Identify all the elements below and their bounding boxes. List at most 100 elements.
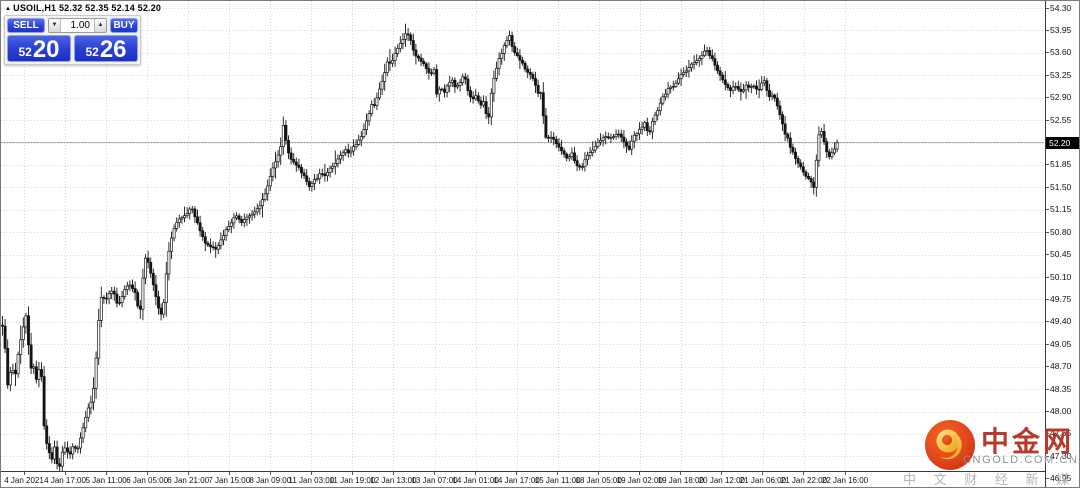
candle — [502, 45, 506, 54]
volume-input[interactable] — [61, 19, 94, 32]
price-axis-tick — [1046, 455, 1049, 457]
volume-increase-button[interactable]: ▲ — [94, 19, 106, 32]
candle — [505, 40, 509, 46]
time-axis-label: 4 Jan 2021 — [4, 476, 44, 485]
price-axis-label: 47.65 — [1050, 428, 1072, 439]
candle — [643, 122, 647, 128]
candle — [794, 151, 797, 159]
candle — [705, 50, 709, 52]
time-axis-tick — [105, 472, 107, 475]
candle — [487, 113, 491, 118]
buy-price-button[interactable]: 52 26 — [74, 35, 138, 62]
candle — [448, 82, 452, 87]
candle — [765, 80, 769, 91]
time-axis-label: 14 Jan 17:00 — [493, 476, 540, 485]
candle — [180, 217, 184, 220]
time-axis-tick — [803, 472, 805, 475]
candle — [352, 146, 355, 152]
candle — [406, 33, 410, 36]
candle — [775, 97, 779, 107]
candle — [276, 154, 280, 163]
candle — [89, 401, 93, 409]
candle — [760, 82, 764, 90]
candle — [632, 134, 636, 142]
candle — [318, 173, 322, 180]
candle — [466, 78, 470, 91]
candle — [757, 88, 761, 91]
price-axis-label: 48.35 — [1050, 383, 1072, 394]
candle — [684, 70, 688, 73]
candle — [552, 136, 556, 140]
price-axis[interactable]: 52.20 54.3053.9553.6053.2552.9052.5552.2… — [1045, 1, 1079, 487]
candle — [66, 447, 69, 453]
candle — [656, 110, 660, 116]
candle — [822, 131, 826, 143]
sell-price-pips: 20 — [32, 36, 60, 63]
chart-plot-area[interactable]: ▲ USOIL,H1 52.32 52.35 52.14 52.20 SELL ▼… — [1, 1, 1045, 471]
candle — [622, 136, 626, 143]
trade-panel-price-row: 52 20 52 26 — [7, 35, 138, 62]
candlestick-chart[interactable] — [1, 1, 1045, 471]
candle — [138, 305, 142, 310]
candle — [151, 272, 155, 286]
candle — [219, 239, 223, 246]
price-axis-tick — [1046, 411, 1049, 413]
candle — [229, 222, 233, 227]
candle — [588, 152, 592, 156]
candle — [461, 76, 465, 83]
candle — [783, 123, 787, 135]
candle — [736, 85, 740, 90]
candle — [333, 163, 337, 167]
candle — [344, 149, 348, 154]
price-axis-label: 51.15 — [1050, 204, 1072, 215]
candle — [630, 140, 634, 150]
candle — [788, 137, 792, 148]
candle — [456, 84, 459, 88]
candle — [666, 88, 670, 95]
candle — [209, 244, 212, 248]
candle — [58, 463, 62, 467]
candle — [315, 178, 319, 180]
candle — [346, 149, 350, 154]
time-axis-tick — [228, 472, 230, 475]
sell-button[interactable]: SELL — [7, 18, 45, 33]
time-axis-label: 5 Jan 11:00 — [85, 476, 127, 485]
candle — [128, 284, 132, 287]
candle — [781, 114, 784, 125]
buy-button[interactable]: BUY — [110, 18, 138, 33]
candle — [500, 53, 504, 59]
price-axis-label: 53.95 — [1050, 24, 1072, 35]
candle — [583, 159, 587, 168]
candle — [440, 88, 444, 91]
symbol-name: USOIL,H1 — [13, 3, 57, 13]
time-axis-tick — [475, 472, 477, 475]
candle — [391, 60, 394, 64]
candle — [190, 208, 194, 211]
time-axis-label: 8 Jan 09:00 — [249, 476, 292, 485]
candle — [661, 96, 665, 104]
volume-decrease-button[interactable]: ▼ — [49, 19, 61, 32]
candle — [263, 193, 267, 200]
candle — [404, 33, 407, 40]
candle — [235, 215, 238, 219]
time-axis-label: 21 Jan 06:00 — [739, 476, 787, 485]
candle — [271, 167, 275, 177]
price-axis-tick — [1046, 97, 1049, 99]
time-axis[interactable]: 4 Jan 2021 4 Jan 17:00 5 Jan 11:00 6 Jan 05… — [1, 471, 1045, 487]
time-axis-tick — [516, 472, 518, 475]
candle — [695, 60, 699, 63]
time-axis-tick — [310, 472, 312, 475]
candle — [378, 88, 381, 99]
candle — [367, 113, 371, 122]
candle — [718, 70, 722, 76]
sell-price-button[interactable]: 52 20 — [7, 35, 71, 62]
time-axis-tick — [721, 472, 723, 475]
candle — [250, 213, 254, 217]
candle — [76, 447, 80, 450]
candle — [752, 85, 756, 88]
candle — [526, 68, 530, 73]
candle — [513, 46, 517, 54]
candle — [414, 49, 418, 57]
candle — [476, 95, 480, 102]
candle — [107, 293, 111, 300]
